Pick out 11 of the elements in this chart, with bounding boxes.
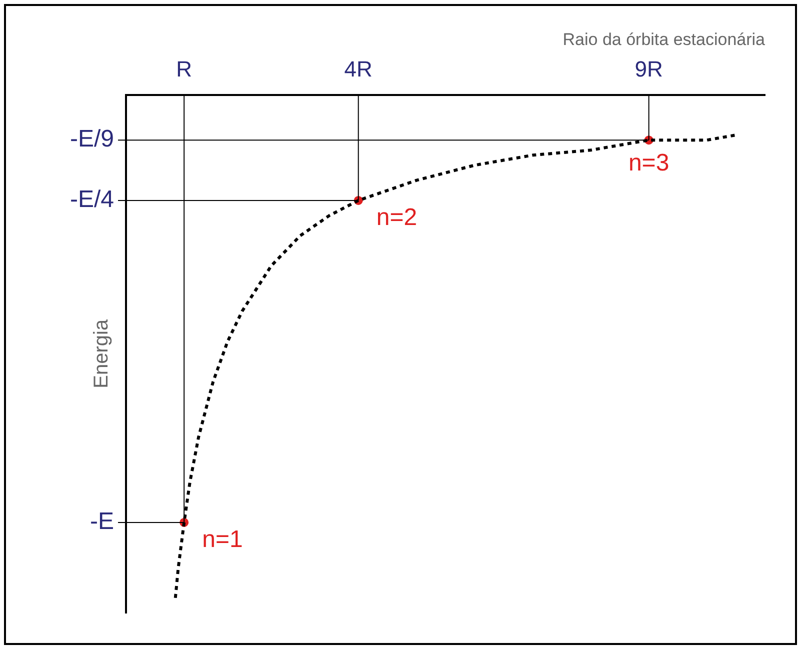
x-tick-label: 4R — [344, 56, 372, 82]
annotation: n=2 — [376, 204, 418, 232]
x-axis-title: Raio da órbita estacionária — [562, 30, 766, 49]
ref-line-label: -E — [90, 508, 114, 536]
ref-line-label: -E/9 — [70, 126, 114, 153]
x-tick-label: R — [176, 56, 192, 82]
ref-line-label: -E/4 — [70, 186, 114, 214]
annotation: n=1 — [202, 526, 243, 554]
annotation: n=3 — [628, 150, 670, 177]
x-tick-label: 9R — [634, 56, 663, 82]
y-axis-title: Energia — [90, 318, 113, 388]
